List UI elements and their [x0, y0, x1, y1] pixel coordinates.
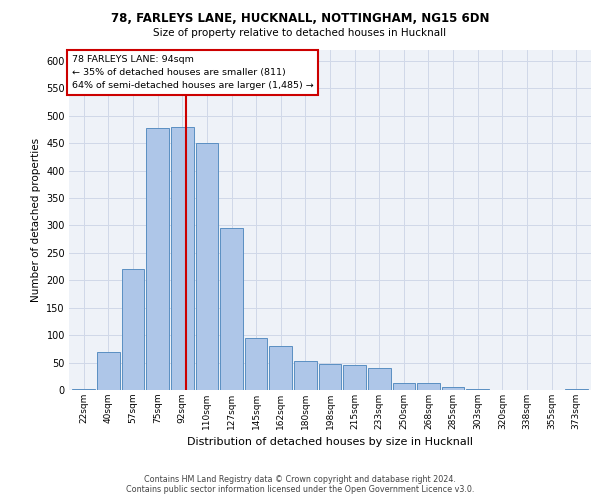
Bar — [122, 270, 145, 390]
Bar — [565, 389, 587, 390]
Bar — [442, 388, 464, 390]
Bar — [171, 127, 194, 390]
Bar — [466, 389, 489, 390]
Text: 78 FARLEYS LANE: 94sqm
← 35% of detached houses are smaller (811)
64% of semi-de: 78 FARLEYS LANE: 94sqm ← 35% of detached… — [71, 55, 313, 90]
Text: Size of property relative to detached houses in Hucknall: Size of property relative to detached ho… — [154, 28, 446, 38]
Text: Contains HM Land Registry data © Crown copyright and database right 2024.
Contai: Contains HM Land Registry data © Crown c… — [126, 474, 474, 494]
Bar — [245, 338, 268, 390]
Text: 78, FARLEYS LANE, HUCKNALL, NOTTINGHAM, NG15 6DN: 78, FARLEYS LANE, HUCKNALL, NOTTINGHAM, … — [111, 12, 489, 26]
Bar — [319, 364, 341, 390]
Bar — [392, 384, 415, 390]
Bar — [146, 128, 169, 390]
Bar — [269, 346, 292, 390]
Bar — [97, 352, 120, 390]
Bar — [417, 384, 440, 390]
Bar — [73, 389, 95, 390]
X-axis label: Distribution of detached houses by size in Hucknall: Distribution of detached houses by size … — [187, 438, 473, 448]
Bar — [294, 361, 317, 390]
Bar — [220, 228, 243, 390]
Y-axis label: Number of detached properties: Number of detached properties — [31, 138, 41, 302]
Bar — [368, 368, 391, 390]
Bar — [196, 143, 218, 390]
Bar — [343, 366, 366, 390]
